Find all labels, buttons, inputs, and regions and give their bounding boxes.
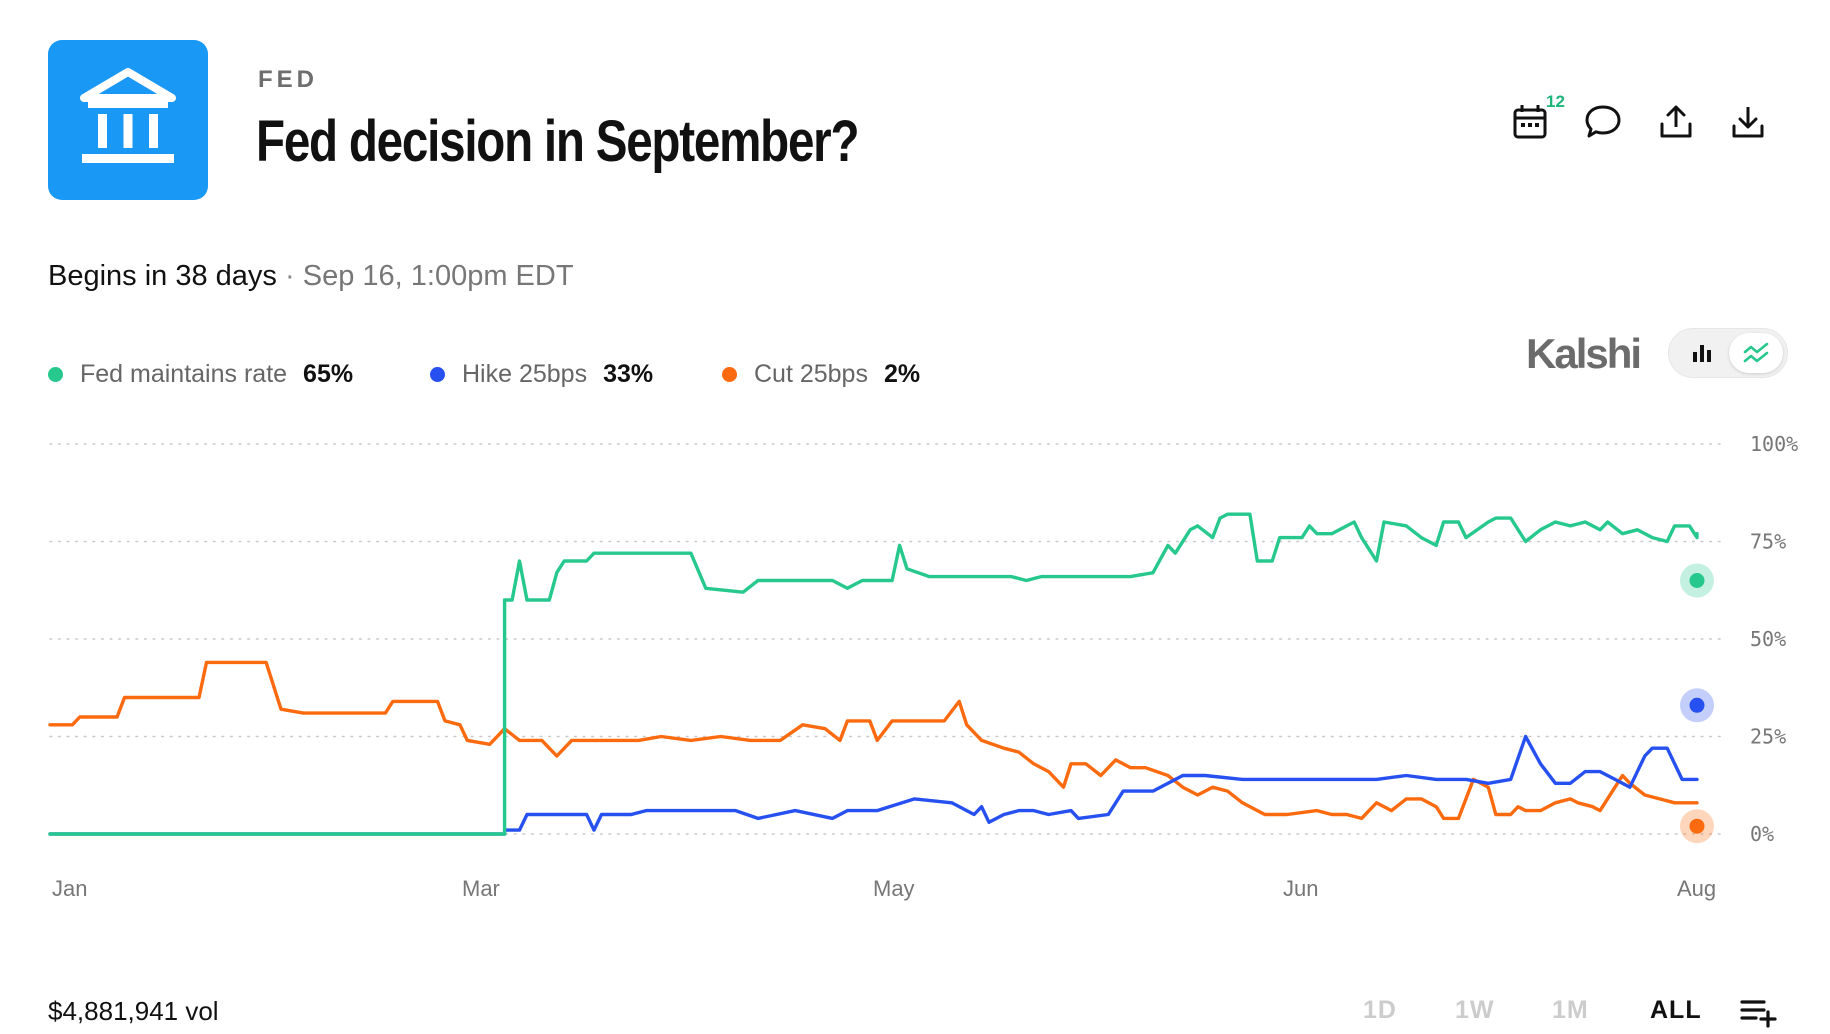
add-list-button[interactable] (1738, 994, 1778, 1030)
legend-dot-icon (430, 366, 445, 382)
calendar-badge: 12 (1546, 92, 1565, 111)
separator: · (285, 260, 295, 292)
legend-item-maintain[interactable]: Fed maintains rate 65% (48, 356, 353, 392)
brand-logo: Kalshi (1526, 330, 1642, 377)
legend-label: Hike 25bps (462, 359, 588, 388)
comment-button[interactable] (1579, 98, 1627, 146)
range-1w-button[interactable]: 1W (1455, 996, 1495, 1024)
y-tick-label: 100% (1750, 432, 1798, 456)
chart-lines (48, 512, 1699, 836)
probability-chart: 100% 75% 50% 25% 0% Jan Mar May Jun Aug (48, 432, 1798, 901)
calendar-button[interactable] (1506, 98, 1554, 146)
legend-value: 65% (303, 359, 354, 388)
event-date: Sep 16, 1:00pm EDT (302, 260, 574, 292)
market-category: FED (258, 66, 318, 93)
y-axis-ticks: 100% 75% 50% 25% 0% (1750, 432, 1798, 846)
chart-view-toggle[interactable] (1668, 328, 1788, 378)
begins-text: Begins in 38 days (48, 260, 277, 292)
y-tick-label: 75% (1750, 530, 1786, 554)
legend-value: 33% (603, 359, 654, 388)
legend-item-cut[interactable]: Cut 25bps 2% (722, 356, 920, 392)
chart-end-markers (1680, 563, 1714, 844)
share-icon (1660, 105, 1692, 138)
line-chart-icon (1743, 342, 1769, 363)
legend-dot-icon (48, 366, 63, 382)
legend-label: Fed maintains rate (80, 359, 288, 388)
legend-dot-icon (722, 366, 737, 382)
x-tick-label: Aug (1677, 876, 1716, 901)
x-tick-label: May (873, 876, 915, 901)
x-tick-label: Jun (1283, 876, 1318, 901)
x-tick-label: Jan (52, 876, 87, 901)
download-button[interactable] (1724, 98, 1772, 146)
bar-chart-icon (1693, 345, 1711, 362)
bar-view-button[interactable] (1675, 333, 1729, 373)
end-marker-dot (1689, 818, 1705, 834)
range-1m-button[interactable]: 1M (1552, 996, 1589, 1024)
x-axis-ticks: Jan Mar May Jun Aug (52, 876, 1716, 901)
legend-item-hike[interactable]: Hike 25bps 33% (430, 356, 653, 392)
schedule-info: Begins in 38 days · Sep 16, 1:00pm EDT (48, 260, 574, 293)
share-button[interactable] (1652, 98, 1700, 146)
series-line (48, 734, 1699, 836)
y-tick-label: 50% (1750, 627, 1786, 651)
end-marker-dot (1689, 697, 1705, 713)
range-all-button[interactable]: ALL (1650, 996, 1702, 1024)
add-list-icon (1740, 1000, 1777, 1028)
series-line (48, 660, 1699, 821)
market-logo (48, 40, 208, 200)
series-line (48, 512, 1699, 836)
end-marker-dot (1689, 573, 1705, 588)
calendar-icon (1513, 105, 1547, 139)
page-title: Fed decision in September? (256, 109, 860, 174)
line-view-button[interactable] (1729, 333, 1783, 373)
y-tick-label: 0% (1750, 822, 1774, 846)
legend-value: 2% (883, 359, 921, 388)
y-tick-label: 25% (1750, 725, 1786, 749)
x-tick-label: Mar (462, 876, 500, 901)
range-1d-button[interactable]: 1D (1363, 996, 1397, 1024)
comment-icon (1585, 105, 1621, 138)
bank-icon (80, 68, 176, 163)
download-icon (1732, 107, 1764, 138)
chart-grid (49, 443, 1726, 835)
legend-label: Cut 25bps (754, 359, 868, 388)
volume-text: $4,881,941 vol (48, 996, 219, 1026)
